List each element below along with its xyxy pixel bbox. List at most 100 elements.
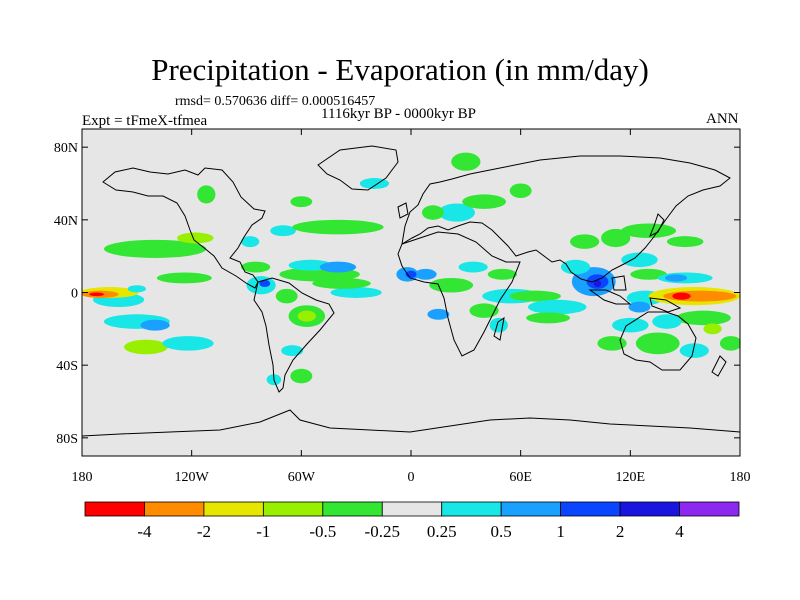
coastline-borneo (611, 275, 627, 291)
colorbar-label-2: -1 (256, 522, 270, 541)
coastline-indonesia (588, 289, 632, 305)
colorbar-swatch-5 (381, 501, 443, 517)
colorbar-swatch-6 (441, 501, 502, 517)
colorbar-label-9: 4 (675, 522, 684, 541)
contour-region-6 (103, 239, 207, 258)
contour-region-46 (509, 290, 561, 302)
contour-region-11 (124, 339, 168, 355)
contour-region-55 (621, 223, 677, 238)
season-label: ANN (706, 111, 739, 127)
coastline-africa (397, 231, 521, 357)
colorbar-swatch-0 (84, 501, 145, 517)
x-tick-label-1: 120W (175, 470, 210, 485)
contour-region-25 (292, 219, 384, 235)
contour-region-39 (429, 277, 474, 293)
contour-region-15 (275, 288, 298, 304)
contour-region-20 (312, 277, 371, 289)
contour-region-21 (241, 261, 271, 273)
colorbar-swatch-7 (500, 501, 562, 517)
map-background (82, 129, 740, 456)
contour-region-48 (526, 312, 571, 324)
colorbar-swatch-10 (679, 501, 740, 517)
contour-region-54 (601, 228, 631, 248)
contour-region-72 (703, 323, 722, 335)
contour-region-65 (676, 310, 731, 326)
colorbar-label-8: 2 (616, 522, 625, 541)
contour-region-10 (140, 319, 170, 331)
x-axis: 180 120W 60W 0 60E 120E 180 (72, 129, 751, 485)
contour-region-75 (359, 178, 390, 189)
contour-region-14 (297, 310, 316, 322)
contour-region-67 (635, 332, 680, 355)
experiment-label: Expt = tFmeX-tfmea (82, 113, 208, 129)
contour-fields (82, 152, 740, 386)
contour-region-70 (679, 343, 709, 358)
contour-region-35 (509, 183, 532, 199)
contour-region-57 (630, 268, 667, 280)
contour-region-74 (290, 196, 313, 208)
contour-region-5 (127, 285, 146, 293)
contour-region-37 (414, 268, 437, 280)
contour-region-68 (612, 317, 649, 333)
contour-region-69 (597, 336, 627, 351)
contour-region-7 (156, 272, 212, 284)
x-tick-label-3: 0 (408, 470, 415, 485)
coastline-south-america (253, 277, 335, 393)
contour-region-64 (665, 274, 687, 282)
colorbar-swatch-1 (144, 501, 205, 517)
contour-region-42 (469, 303, 499, 318)
contour-region-24 (270, 225, 296, 237)
contour-region-29 (290, 368, 313, 384)
contour-region-41 (487, 268, 518, 280)
contour-region-66 (652, 314, 682, 329)
contour-region-43 (427, 308, 450, 320)
y-tick-label-3: 40S (56, 359, 78, 374)
contour-region-26 (241, 236, 260, 248)
contour-region-71 (719, 336, 740, 351)
contour-region-32 (421, 205, 444, 220)
contour-region-8 (177, 232, 214, 244)
contour-region-31 (438, 203, 475, 222)
contour-region-33 (462, 194, 507, 209)
colorbar-label-3: -0.5 (309, 522, 336, 541)
contour-region-56 (621, 252, 658, 268)
coastline-greenland (317, 145, 399, 191)
x-tick-label-2: 60W (288, 470, 316, 485)
contour-region-52 (560, 259, 591, 275)
chart-subtitle: 1116kyr BP - 0000kyr BP (321, 106, 477, 122)
colorbar-swatch-3 (262, 501, 324, 517)
contour-region-23 (259, 279, 271, 288)
colorbar: -4 -2 -1 -0.5 -0.25 0.25 0.5 1 2 4 (84, 501, 740, 541)
y-tick-label-1: 40N (54, 214, 78, 229)
contour-region-59 (628, 301, 651, 313)
coastline-north-america (102, 167, 266, 289)
colorbar-label-6: 0.5 (491, 522, 512, 541)
coastline-britain (397, 202, 409, 219)
contour-region-4 (89, 292, 104, 297)
contour-region-27 (197, 185, 216, 204)
y-tick-label-2: 0 (71, 287, 78, 302)
coastline-eurasia (401, 155, 731, 283)
coastline-japan (649, 213, 665, 238)
colorbar-swatch-9 (619, 501, 680, 517)
coastline-madagascar (493, 316, 505, 341)
coastline-new-guinea (649, 297, 682, 313)
contour-region-51 (593, 279, 602, 288)
contour-region-12 (162, 336, 214, 351)
y-axis: 80N 40N 0 40S 80S (54, 141, 740, 447)
coastline-new-zealand (711, 355, 727, 377)
contour-region-18 (319, 261, 357, 273)
y-tick-label-0: 80N (54, 141, 78, 156)
colorbar-label-7: 1 (556, 522, 565, 541)
colorbar-label-5: 0.25 (427, 522, 457, 541)
contour-region-34 (451, 152, 481, 171)
colorbar-swatch-4 (322, 501, 383, 517)
contour-region-53 (570, 234, 600, 249)
colorbar-label-4: -0.25 (365, 522, 400, 541)
contour-region-47 (527, 299, 587, 315)
colorbar-swatch-2 (203, 501, 264, 517)
contour-region-19 (330, 287, 382, 298)
coastline-antarctica (82, 409, 740, 437)
contour-region-62 (672, 292, 691, 300)
coastline-australia (619, 311, 697, 371)
